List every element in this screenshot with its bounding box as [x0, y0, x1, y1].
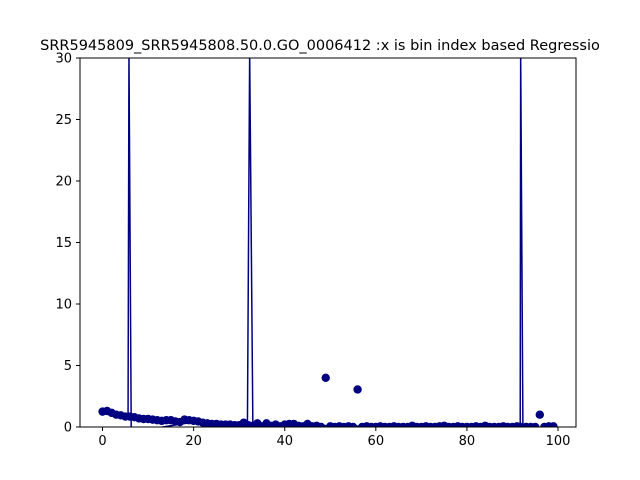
axes: 0 20 40 60 80 100 0 5 10 15 20 25 30 [55, 52, 577, 449]
data-point [531, 422, 540, 427]
chart-title: SRR5945809_SRR5945808.50.0.GO_0006412 :x… [40, 38, 600, 54]
y-tick-label: 20 [55, 175, 72, 190]
data-point [535, 410, 544, 419]
x-tick-label: 20 [185, 434, 202, 449]
data-point [353, 385, 362, 394]
x-tick-label: 80 [459, 434, 476, 449]
x-tick-label: 40 [276, 434, 293, 449]
data-point [321, 373, 330, 382]
y-tick-label: 15 [55, 236, 72, 251]
data-point [316, 422, 326, 427]
regression-line-path [102, 58, 554, 427]
y-tick-label: 5 [64, 359, 72, 374]
data-point [549, 422, 558, 427]
y-tick-label: 10 [55, 298, 72, 313]
x-tick-label: 0 [98, 434, 106, 449]
data-points [98, 373, 558, 427]
y-tick-label: 30 [55, 52, 72, 67]
regression-line [102, 58, 554, 427]
y-tick-label: 0 [64, 421, 72, 436]
y-tick-label: 25 [55, 113, 72, 128]
data-point [348, 422, 358, 427]
x-tick-label: 100 [546, 434, 571, 449]
x-tick-label: 60 [368, 434, 385, 449]
